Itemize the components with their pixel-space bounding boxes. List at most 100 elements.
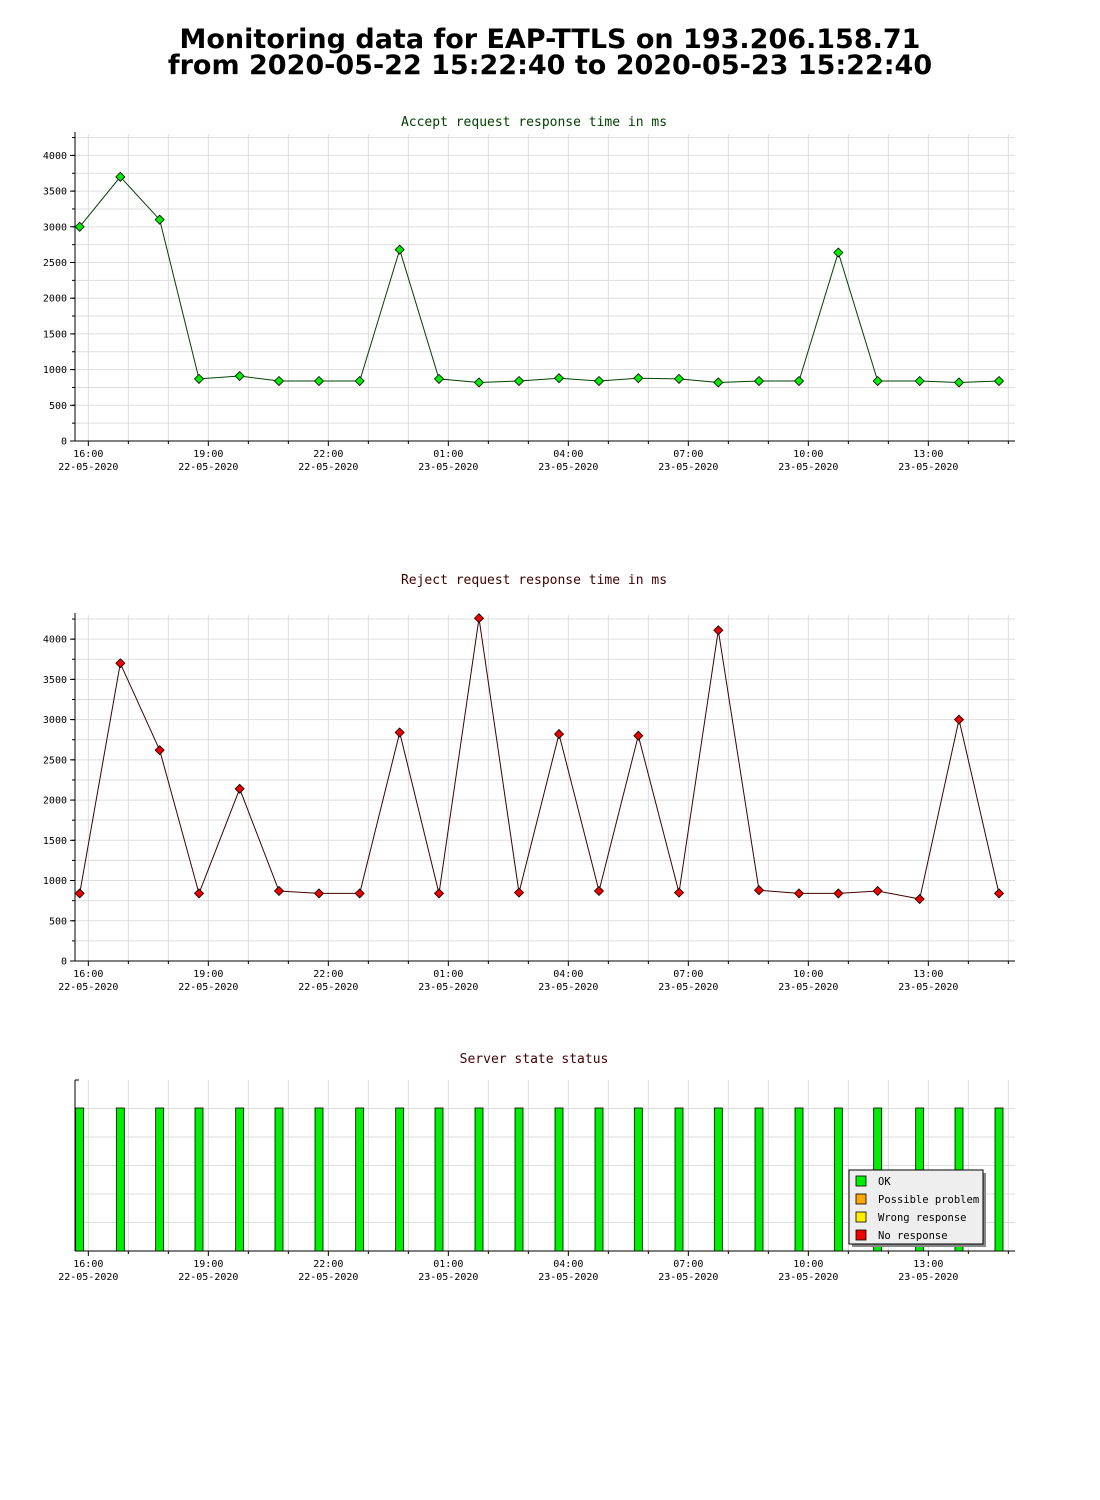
accept-x-tick-date: 22-05-2020 [298,462,358,473]
legend-swatch [855,1175,867,1187]
reject-y-tick-label: 1500 [43,836,67,847]
status-x-tick-time: 19:00 [193,1259,223,1270]
accept-x-tick-time: 04:00 [553,449,583,460]
accept-series-line [79,176,1000,384]
reject-point [513,887,525,898]
accept-x-tick-time: 19:00 [193,449,223,460]
accept-point [394,244,405,255]
accept-point [234,370,245,382]
reject-point [673,887,685,898]
status-x-tick-date: 23-05-2020 [658,1272,718,1283]
page-title-line-1: Monitoring data for EAP-TTLS on 193.206.… [179,24,921,55]
accept-y-tick-label: 0 [61,437,67,448]
status-bar [395,1107,405,1252]
accept-point [513,375,525,387]
accept-point [313,375,325,387]
reject-y-tick-label: 2500 [43,755,67,766]
reject-chart: 0 500 1000 1500 2000 2500 3000 3500 4000 16:00 22-… [43,613,1015,993]
status-bar [314,1107,324,1252]
accept-point [833,247,844,258]
reject-point [394,727,405,738]
status-bar [274,1107,284,1252]
accept-point [115,171,126,182]
reject-point [154,745,165,756]
status-bar [115,1107,125,1252]
reject-point [593,885,605,897]
status-chart-title: Server state status [460,1052,609,1067]
accept-point [872,375,883,387]
reject-point [872,885,883,897]
status-bar [994,1107,1004,1252]
accept-point [793,375,805,387]
reject-x-tick-time: 13:00 [913,969,943,980]
accept-point [633,373,644,384]
reject-point [553,729,565,740]
reject-x-tick-date: 23-05-2020 [538,982,598,993]
accept-x-tick-time: 13:00 [913,449,943,460]
status-x-tick-time: 10:00 [793,1259,823,1270]
accept-point [753,375,765,387]
status-bar [434,1107,444,1252]
accept-x-tick-time: 22:00 [313,449,343,460]
status-chart: 16:00 22-05-2020 19:00 22-05-2020 22:00 22-05… [58,1079,1015,1283]
accept-x-tick-date: 22-05-2020 [58,462,118,473]
accept-x-tick-date: 23-05-2020 [898,462,958,473]
status-bar [794,1107,804,1252]
reject-point [633,730,644,741]
accept-point [193,373,205,384]
reject-x-tick-date: 22-05-2020 [178,982,238,993]
status-x-tick-date: 22-05-2020 [58,1272,118,1283]
status-bar [713,1107,723,1252]
accept-y-tick-label: 1500 [43,329,67,340]
reject-x-tick-time: 10:00 [793,969,823,980]
reject-point [313,888,325,899]
reject-point [234,783,245,794]
status-bar [355,1107,365,1252]
accept-point [553,373,565,384]
accept-point [473,377,485,388]
accept-y-tick-label: 500 [49,401,67,412]
reject-y-tick-label: 3000 [43,715,67,726]
legend-box [848,1169,984,1245]
accept-x-tick-date: 23-05-2020 [658,462,718,473]
accept-point [354,375,365,387]
accept-x-tick-date: 23-05-2020 [538,462,598,473]
legend-swatch [855,1229,867,1241]
accept-x-tick-time: 07:00 [673,449,703,460]
reject-point [914,893,925,905]
status-bar [235,1107,245,1252]
status-bar [754,1107,764,1252]
accept-y-tick-label: 1000 [43,365,67,376]
status-bar [75,1107,85,1252]
reject-x-tick-date: 23-05-2020 [898,982,958,993]
reject-x-tick-date: 23-05-2020 [778,982,838,993]
reject-point [753,885,765,896]
status-bar [155,1107,165,1252]
status-x-tick-time: 01:00 [433,1259,463,1270]
reject-y-tick-label: 500 [49,916,67,927]
accept-point [593,375,605,387]
legend-label: No response [878,1230,948,1242]
status-x-tick-date: 23-05-2020 [898,1272,958,1283]
status-bar [554,1107,564,1252]
reject-point [833,888,844,899]
status-x-tick-time: 13:00 [913,1259,943,1270]
reject-x-tick-time: 04:00 [553,969,583,980]
accept-y-tick-label: 4000 [43,151,67,162]
reject-x-tick-date: 23-05-2020 [658,982,718,993]
accept-x-tick-time: 16:00 [73,449,103,460]
reject-chart-title: Reject request response time in ms [401,573,667,588]
status-bar [474,1107,484,1252]
reject-x-tick-date: 22-05-2020 [298,982,358,993]
reject-point [354,888,365,899]
reject-x-tick-time: 16:00 [73,969,103,980]
status-bar [594,1107,604,1252]
reject-y-tick-label: 4000 [43,635,67,646]
reject-x-tick-time: 22:00 [313,969,343,980]
reject-point [433,888,445,899]
status-bar [514,1107,524,1252]
reject-series-line [79,618,1000,900]
accept-y-tick-label: 2500 [43,258,67,269]
status-bar [633,1107,643,1252]
